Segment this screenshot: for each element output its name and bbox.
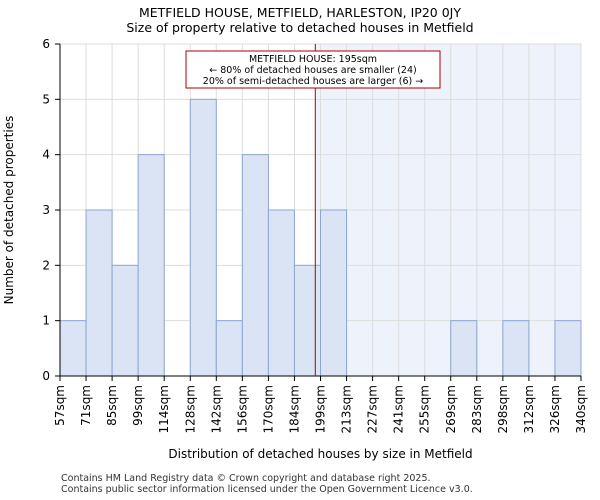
x-tick-label: 213sqm xyxy=(340,385,354,433)
footer-line-1: Contains HM Land Registry data © Crown c… xyxy=(61,473,431,484)
bar xyxy=(111,264,139,377)
annotation-line: 20% of semi-detached houses are larger (… xyxy=(203,76,423,87)
x-tick-label: 184sqm xyxy=(287,385,301,433)
x-tick-label: 57sqm xyxy=(53,385,67,426)
bar xyxy=(85,209,113,377)
chart-title: METFIELD HOUSE, METFIELD, HARLESTON, IP2… xyxy=(138,5,462,20)
x-tick-label: 99sqm xyxy=(131,385,145,426)
bar xyxy=(320,209,348,377)
y-axis-label: Number of detached properties xyxy=(2,116,16,305)
y-tick-label: 6 xyxy=(42,37,50,51)
bar xyxy=(293,264,322,377)
bar xyxy=(502,320,530,377)
y-tick-label: 0 xyxy=(42,369,50,383)
x-tick-label: 298sqm xyxy=(496,385,510,433)
y-tick-label: 4 xyxy=(42,148,50,162)
y-tick-label: 1 xyxy=(42,314,50,328)
x-tick-label: 199sqm xyxy=(314,385,328,433)
bar xyxy=(215,320,243,377)
x-tick-label: 340sqm xyxy=(574,385,588,433)
x-axis-label: Distribution of detached houses by size … xyxy=(168,447,472,461)
annotation-box xyxy=(185,50,441,89)
x-tick-label: 170sqm xyxy=(261,385,275,433)
x-tick-label: 85sqm xyxy=(105,385,119,426)
x-tick-label: 241sqm xyxy=(392,385,406,433)
annotation-line: METFIELD HOUSE: 195sqm xyxy=(249,54,377,65)
bar xyxy=(189,98,217,377)
bar xyxy=(241,154,269,377)
annotation-line: ← 80% of detached houses are smaller (24… xyxy=(209,65,416,76)
bar xyxy=(137,154,165,377)
x-tick-label: 128sqm xyxy=(183,385,197,433)
x-tick-label: 312sqm xyxy=(522,385,536,433)
footer-line-2: Contains public sector information licen… xyxy=(61,484,473,495)
x-tick-label: 142sqm xyxy=(209,385,223,433)
x-tick-label: 283sqm xyxy=(470,385,484,433)
y-tick-label: 5 xyxy=(42,92,50,106)
bar xyxy=(554,320,582,377)
x-tick-label: 156sqm xyxy=(235,385,249,433)
x-tick-label: 114sqm xyxy=(157,385,171,433)
y-tick-label: 3 xyxy=(42,203,50,217)
bar xyxy=(267,209,295,377)
x-tick-label: 269sqm xyxy=(444,385,458,433)
x-tick-label: 326sqm xyxy=(548,385,562,433)
x-tick-label: 227sqm xyxy=(366,385,380,433)
x-tick-label: 255sqm xyxy=(418,385,432,433)
x-tick-label: 71sqm xyxy=(79,385,93,426)
chart-subtitle: Size of property relative to detached ho… xyxy=(126,20,474,35)
bar xyxy=(450,320,478,377)
bar xyxy=(59,320,87,377)
y-tick-label: 2 xyxy=(42,258,50,272)
